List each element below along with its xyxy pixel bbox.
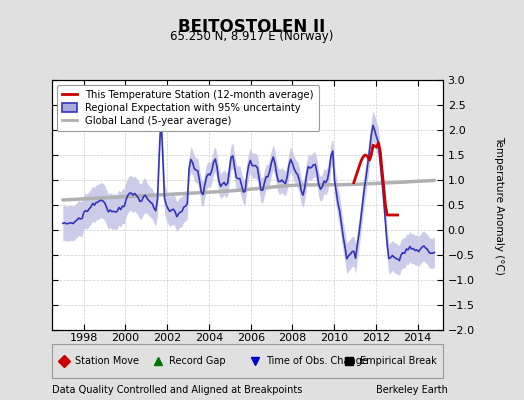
- Text: BEITOSTOLEN II: BEITOSTOLEN II: [178, 18, 325, 36]
- Text: 2014: 2014: [403, 333, 432, 343]
- Text: 2004: 2004: [195, 333, 223, 343]
- Text: Data Quality Controlled and Aligned at Breakpoints: Data Quality Controlled and Aligned at B…: [52, 385, 303, 395]
- Text: 2010: 2010: [320, 333, 348, 343]
- Text: Berkeley Earth: Berkeley Earth: [376, 385, 448, 395]
- Text: 2002: 2002: [153, 333, 181, 343]
- Y-axis label: Temperature Anomaly (°C): Temperature Anomaly (°C): [494, 136, 504, 274]
- Text: 2012: 2012: [362, 333, 390, 343]
- Text: Empirical Break: Empirical Break: [360, 356, 437, 366]
- Text: Time of Obs. Change: Time of Obs. Change: [266, 356, 368, 366]
- Text: 2006: 2006: [237, 333, 265, 343]
- Text: 2008: 2008: [278, 333, 307, 343]
- Text: 2000: 2000: [112, 333, 139, 343]
- Text: Station Move: Station Move: [75, 356, 139, 366]
- Text: Record Gap: Record Gap: [169, 356, 225, 366]
- Legend: This Temperature Station (12-month average), Regional Expectation with 95% uncer: This Temperature Station (12-month avera…: [58, 85, 319, 131]
- Text: 65.250 N, 8.917 E (Norway): 65.250 N, 8.917 E (Norway): [170, 30, 333, 43]
- Text: 1998: 1998: [70, 333, 98, 343]
